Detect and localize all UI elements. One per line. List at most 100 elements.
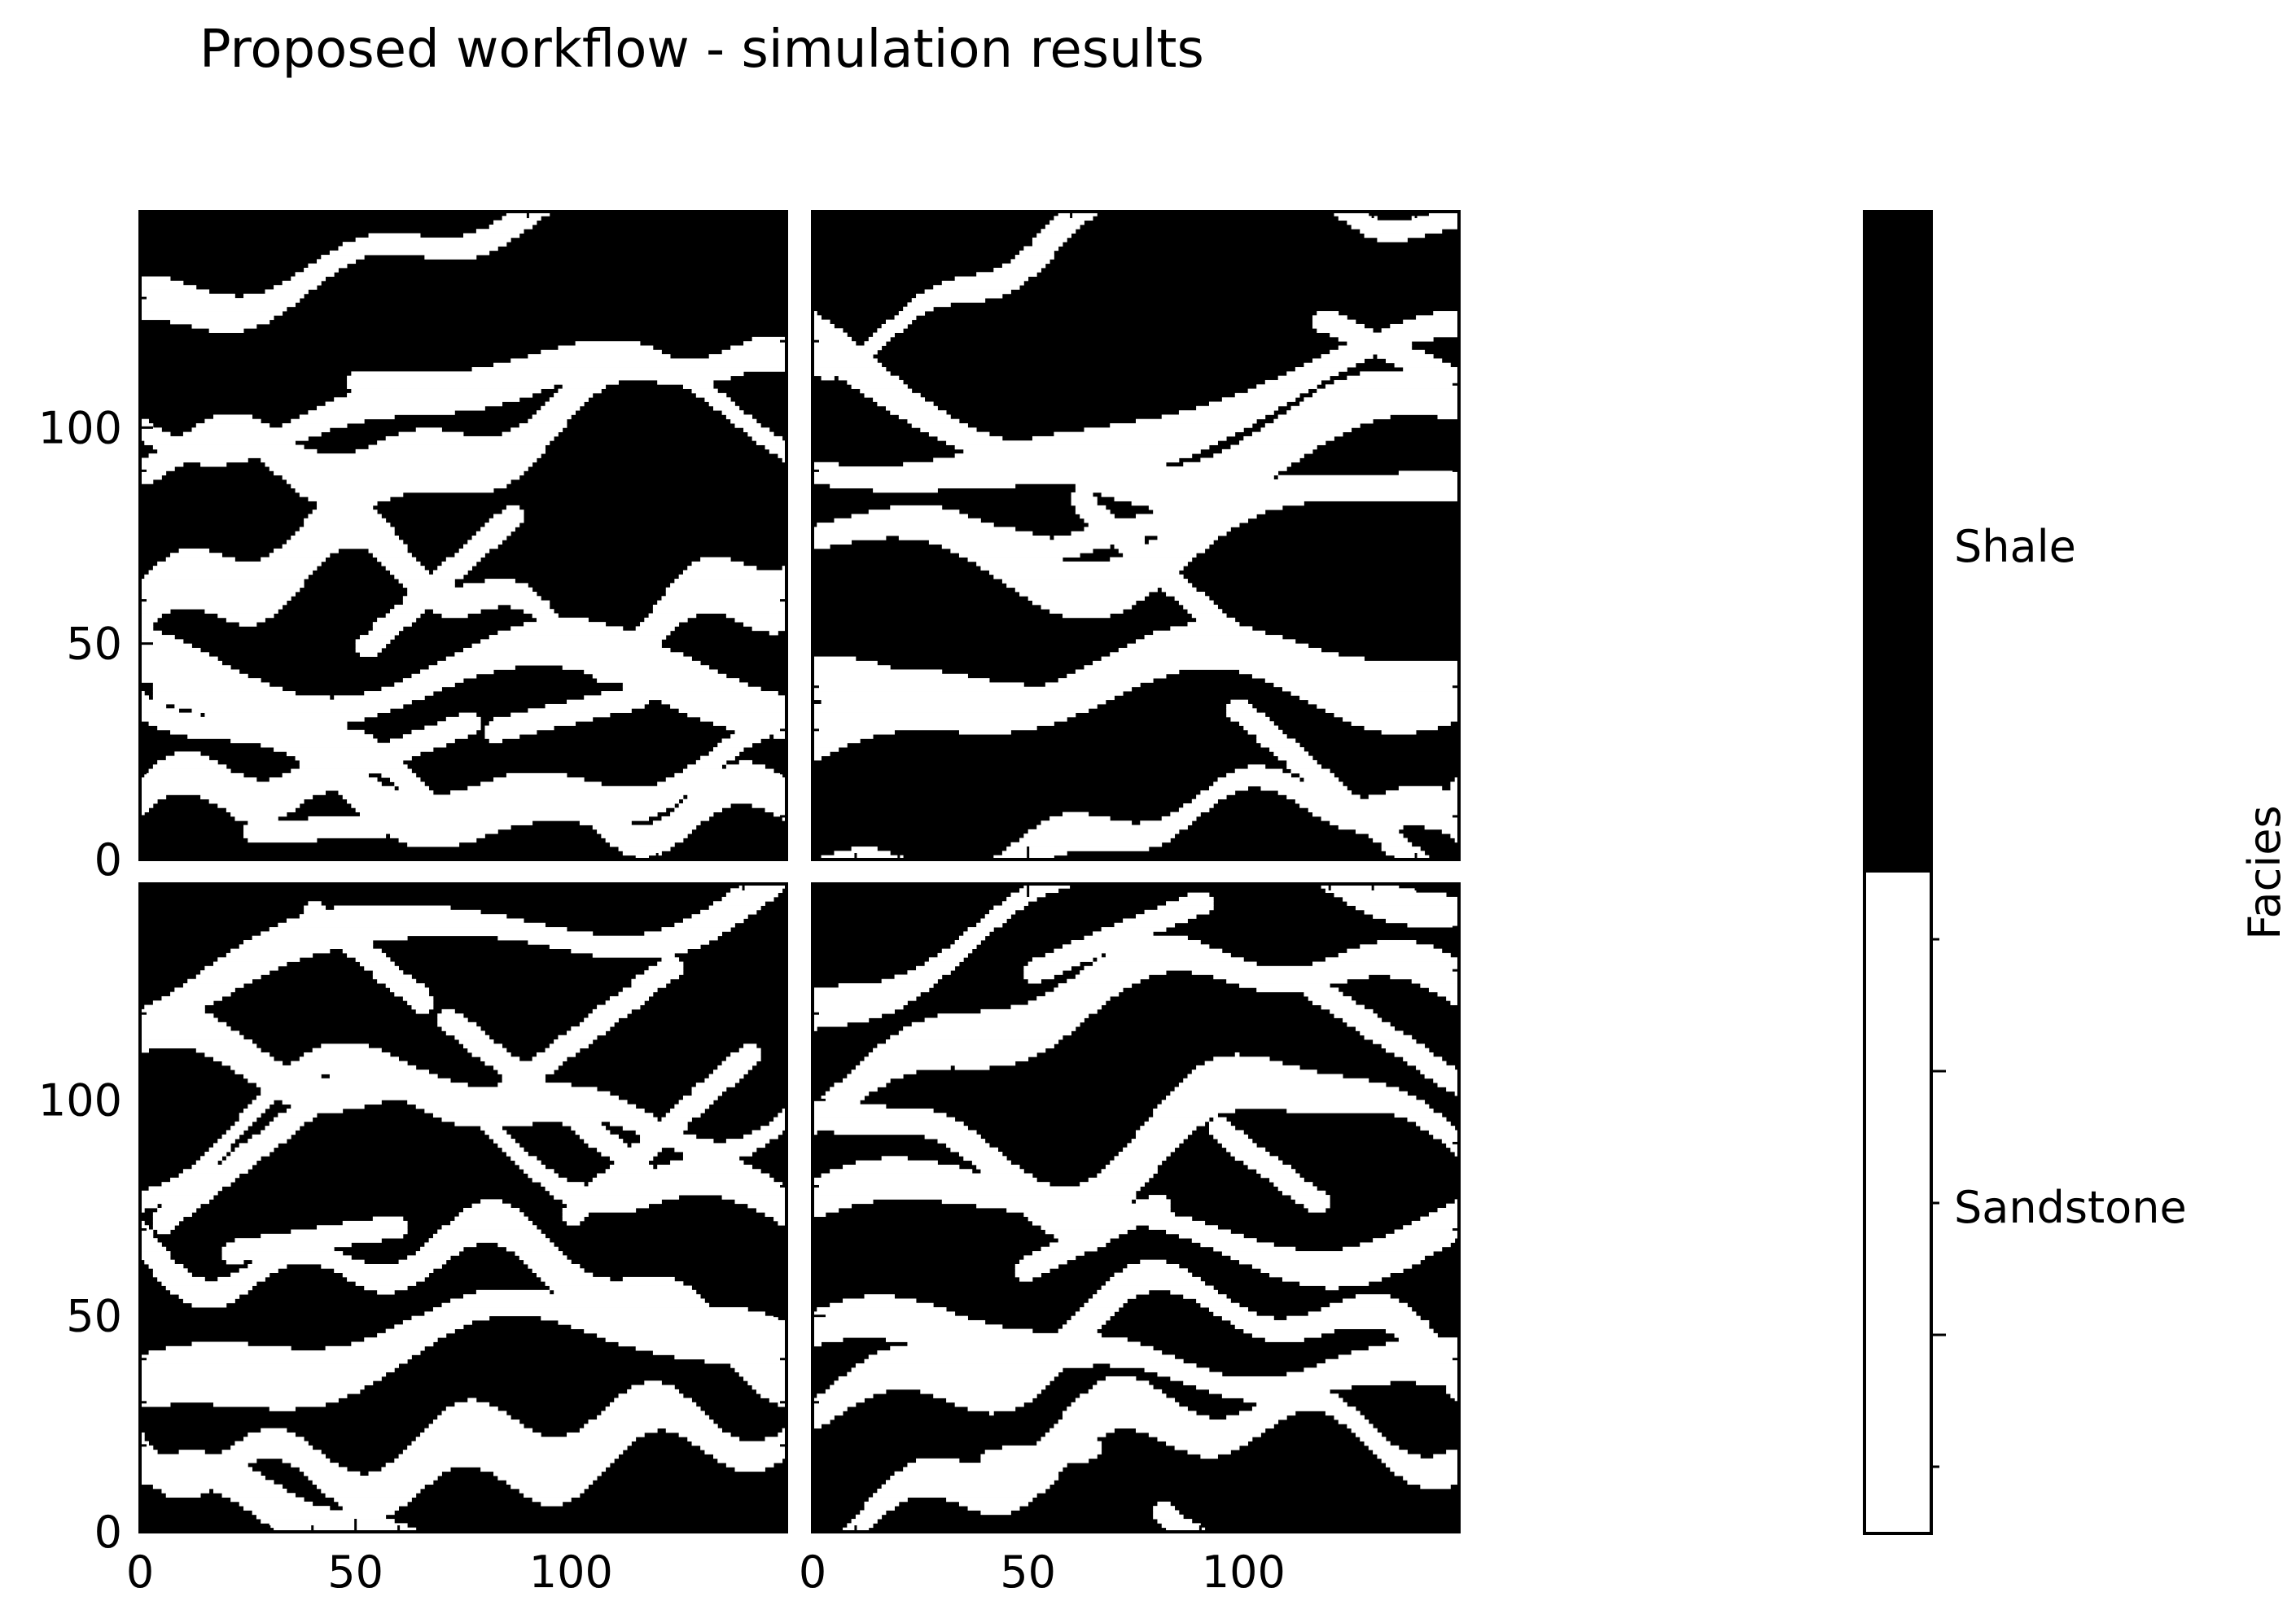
sandstone-cell (1411, 216, 1460, 221)
sandstone-cell (182, 1298, 235, 1304)
sandstone-cell (480, 1199, 503, 1205)
sandstone-cell (140, 1039, 253, 1044)
sandstone-cell (1075, 483, 1460, 489)
sandstone-cell (903, 1026, 1076, 1031)
sandstone-cell (230, 1126, 248, 1131)
sandstone-cell (1312, 1000, 1356, 1005)
sandstone-cell (506, 1480, 594, 1485)
sandstone-cell (682, 1096, 718, 1100)
sandstone-cell (524, 622, 607, 627)
sandstone-cell (140, 785, 395, 791)
sandstone-cell (1251, 673, 1460, 679)
sandstone-cell (411, 1004, 434, 1010)
sandstone-cell (532, 613, 559, 619)
sandstone-cell (355, 643, 387, 649)
sandstone-cell (295, 531, 395, 536)
sandstone-cell (342, 794, 684, 800)
sandstone-cell (200, 970, 270, 975)
sandstone-cell (368, 233, 421, 238)
sandstone-cell (1023, 965, 1071, 971)
sandstone-cell (1373, 1238, 1456, 1243)
sandstone-cell (674, 807, 722, 813)
sandstone-cell (140, 1471, 261, 1476)
sandstone-cell (1321, 1004, 1365, 1010)
sandstone-cell (182, 983, 244, 988)
sandstone-cell (200, 462, 227, 467)
sandstone-cell (1054, 216, 1093, 221)
sandstone-cell (1446, 1450, 1460, 1455)
sandstone-cell (920, 1389, 1041, 1394)
sandstone-cell (597, 1415, 710, 1420)
sandstone-cell (881, 1484, 1050, 1490)
sandstone-cell (864, 341, 887, 346)
sandstone-cell (174, 987, 235, 993)
sandstone-cell (1170, 1376, 1460, 1381)
sandstone-cell (1170, 812, 1201, 817)
sandstone-cell (670, 703, 787, 709)
sandstone-cell (1351, 224, 1460, 230)
sandstone-cell (1014, 1272, 1041, 1278)
sandstone-cell (140, 306, 287, 312)
sandstone-cell (562, 1212, 589, 1218)
sandstone-cell (1118, 548, 1206, 553)
sandstone-cell (1028, 829, 1180, 834)
sandstone-cell (1101, 1169, 1158, 1174)
sandstone-cell (937, 952, 968, 958)
sandstone-cell (747, 1380, 787, 1385)
sandstone-cell (813, 345, 883, 351)
sandstone-cell (261, 931, 594, 937)
sandstone-cell (1006, 583, 1193, 588)
sandstone-cell (140, 596, 291, 601)
sandstone-cell (1178, 600, 1214, 606)
sandstone-cell (1230, 444, 1317, 450)
sandstone-cell (1144, 909, 1210, 915)
sandstone-cell (1277, 790, 1352, 795)
sandstone-cell (1273, 682, 1460, 688)
sandstone-cell (584, 1139, 624, 1144)
sandstone-cell (1041, 604, 1133, 610)
sandstone-cell (877, 328, 904, 333)
sandstone-cell (1178, 1083, 1387, 1087)
sandstone-cell (1071, 939, 1201, 945)
sandstone-cell (140, 423, 154, 428)
sandstone-cell (1428, 987, 1460, 993)
sandstone-cell (622, 1126, 688, 1131)
sandstone-cell (144, 574, 309, 580)
sandstone-cell (1041, 229, 1076, 234)
sandstone-cell (1347, 948, 1443, 954)
sandstone-cell (567, 1203, 650, 1209)
sandstone-cell (157, 1276, 205, 1282)
sandstone-cell (873, 397, 926, 402)
sandstone-cell (1368, 833, 1404, 838)
sandstone-cell (1286, 794, 1361, 800)
sandstone-cell (174, 703, 404, 709)
sandstone-cell (545, 1048, 581, 1053)
sandstone-cell (174, 751, 201, 757)
sandstone-cell (657, 961, 684, 967)
sandstone-cell (1234, 1156, 1279, 1161)
sandstone-cell (234, 1070, 430, 1074)
sandstone-cell (480, 527, 515, 532)
sandstone-cell (813, 544, 830, 549)
sandstone-cell (213, 1143, 231, 1148)
sandstone-cell (855, 1514, 883, 1520)
sandstone-cell (730, 345, 787, 351)
sandstone-cell (140, 604, 283, 610)
sandstone-cell (855, 1363, 1093, 1368)
sandstone-cell (377, 440, 550, 445)
sandstone-cell (817, 523, 994, 527)
sandstone-cell (1269, 1177, 1304, 1183)
sandstone-cell (299, 527, 395, 532)
sandstone-cell (1054, 1233, 1120, 1239)
sandstone-cell (484, 579, 515, 584)
sandstone-cell (1041, 820, 1133, 825)
sandstone-cell (390, 777, 421, 782)
sandstone-cell (295, 272, 335, 277)
sandstone-cell (813, 1108, 934, 1113)
sandstone-cell (217, 613, 274, 619)
sandstone-cell (489, 224, 533, 230)
sandstone-cell (502, 216, 541, 221)
sandstone-cell (813, 470, 1279, 476)
sandstone-cell (571, 1026, 611, 1031)
